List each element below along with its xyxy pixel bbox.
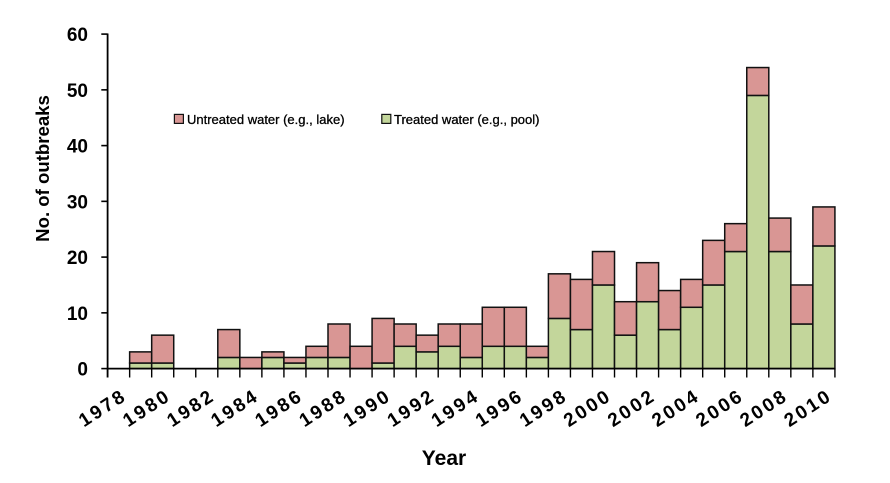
svg-text:40: 40 [67, 137, 88, 158]
svg-text:Year: Year [422, 447, 466, 470]
svg-text:Untreated water (e.g., lake): Untreated water (e.g., lake) [187, 112, 345, 127]
svg-text:Treated water (e.g., pool): Treated water (e.g., pool) [394, 112, 539, 127]
svg-text:30: 30 [67, 192, 88, 213]
svg-text:10: 10 [67, 304, 88, 325]
svg-text:20: 20 [67, 248, 88, 269]
svg-text:No. of outbreaks: No. of outbreaks [32, 95, 53, 242]
svg-text:50: 50 [67, 81, 88, 102]
svg-text:60: 60 [67, 25, 88, 46]
svg-text:0: 0 [77, 360, 88, 381]
